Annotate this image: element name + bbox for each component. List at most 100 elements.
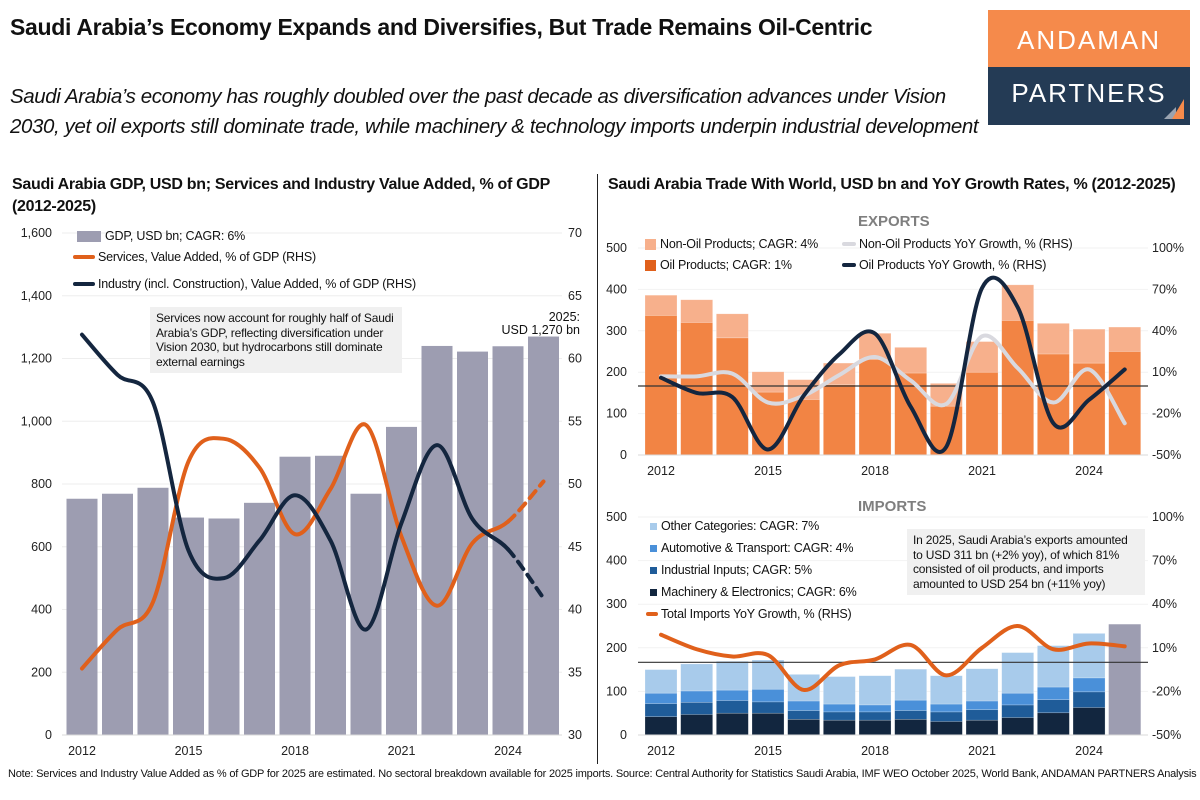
x-axis-tick: 2021 [968,464,996,478]
legend-label: GDP, USD bn; CAGR: 6% [105,229,246,243]
legend-label: Other Categories: CAGR: 7% [661,519,820,533]
gdp-bar [421,345,453,735]
stacked-bar-segment [716,700,749,714]
legend-automotive: Automotive & Transport: CAGR: 4% [650,541,853,555]
stacked-bar-segment [965,719,999,736]
right-axis-tick: 45 [568,540,582,554]
series-line [80,422,510,671]
series-line-estimate [506,547,546,601]
right-axis-tick: 35 [568,665,582,679]
left-axis-tick: 300 [606,597,627,611]
stacked-bar-segment [894,668,927,701]
left-axis-tick: 100 [606,407,627,421]
x-axis-tick: 2018 [861,464,889,478]
right-axis-tick: -20% [1152,684,1181,698]
x-axis-tick: 2024 [494,744,522,758]
x-axis-tick: 2015 [754,464,782,478]
gdp-bar [386,426,417,735]
stacked-bar-segment [1108,326,1142,352]
x-axis-tick: 2018 [861,744,889,758]
x-axis-tick: 2012 [68,744,96,758]
left-axis-tick: 1,600 [21,226,52,240]
x-axis-tick: 2024 [1075,464,1103,478]
stacked-bar-segment [1037,712,1070,736]
stacked-bar-segment [1001,692,1035,706]
right-axis-tick: 40% [1152,597,1177,611]
left-axis-tick: 500 [606,241,627,255]
legend-oil: Oil Products; CAGR: 1% [645,258,792,272]
left-axis-tick: 1,400 [21,289,52,303]
right-axis-tick: 70% [1152,554,1177,568]
logo-line1: ANDAMAN [988,10,1190,67]
stacked-bar-segment [1072,707,1106,736]
stacked-bar-segment [787,700,820,711]
stacked-bar-segment [1072,328,1106,364]
series-line [80,332,510,632]
right-axis-tick: 40% [1152,324,1177,338]
left-axis-tick: 1,000 [21,414,52,428]
legend-label: Industry (incl. Construction), Value Add… [98,277,416,291]
left-axis-tick: 0 [620,448,627,462]
stacked-bar-segment [823,711,856,721]
left-axis-tick: 200 [606,641,627,655]
legend-machinery: Machinery & Electronics; CAGR: 6% [650,585,857,599]
left-axis-tick: 300 [606,324,627,338]
x-axis-tick: 2021 [968,744,996,758]
left-axis-tick: 1,200 [21,352,52,366]
stacked-bar-segment [644,669,678,694]
legend-non-oil-yoy: Non-Oil Products YoY Growth, % (RHS) [842,237,1073,251]
stacked-bar-segment [787,719,820,736]
legend-imports-yoy: Total Imports YoY Growth, % (RHS) [646,607,852,621]
stacked-bar-segment [680,714,713,736]
series-line [659,623,1127,692]
x-axis-tick: 2024 [1075,744,1103,758]
stacked-bar-segment [644,716,678,736]
panel-divider [597,174,598,764]
gdp-bar [137,487,169,735]
stacked-bar-segment [965,371,999,456]
gdp-2025-label: 2025: USD 1,270 bn [480,311,580,337]
total-imports-bar [1108,624,1141,735]
left-axis-tick: 0 [45,728,52,742]
stacked-bar-segment [1037,323,1070,355]
left-axis-tick: 400 [31,603,52,617]
stacked-bar-segment [823,703,856,713]
gdp-annotation-box: Services now account for roughly half of… [150,307,402,373]
stacked-bar-segment [965,709,999,721]
left-axis-tick: 600 [31,540,52,554]
stacked-bar-segment [751,712,785,736]
stacked-bar-segment [716,661,749,691]
stacked-bar-segment [1072,691,1106,708]
stacked-bar-segment [644,703,678,717]
stacked-bar-segment [823,719,856,736]
stacked-bar-segment [965,700,999,711]
legend-label: Total Imports YoY Growth, % (RHS) [661,607,852,621]
legend-swatch [650,566,657,574]
legend-non-oil: Non-Oil Products; CAGR: 4% [645,237,818,251]
right-axis-tick: 60 [568,352,582,366]
legend-swatch [73,282,95,286]
left-axis-tick: 400 [606,554,627,568]
stacked-bar-segment [894,699,927,711]
stacked-bar-segment [751,688,785,703]
gdp-bar [66,498,98,735]
legend-industrial: Industrial Inputs; CAGR: 5% [650,563,812,577]
stacked-bar-segment [680,299,713,323]
page-title: Saudi Arabia’s Economy Expands and Diver… [10,14,873,40]
stacked-bar-segment [787,399,820,456]
label-line: USD 1,270 bn [501,323,580,337]
x-axis-tick: 2018 [281,744,309,758]
stacked-bar-segment [930,721,963,736]
legend-oil-yoy: Oil Products YoY Growth, % (RHS) [842,258,1046,272]
stacked-bar-segment [644,315,678,456]
right-axis-tick: 40 [568,603,582,617]
stacked-bar-segment [751,701,785,714]
stacked-bar-segment [680,690,713,703]
right-axis-tick: -50% [1152,448,1181,462]
legend-swatch [646,612,658,616]
left-axis-tick: 500 [606,510,627,524]
stacked-bar-segment [716,313,749,339]
stacked-bar-segment [751,371,785,393]
legend-label: Services, Value Added, % of GDP (RHS) [98,250,316,264]
